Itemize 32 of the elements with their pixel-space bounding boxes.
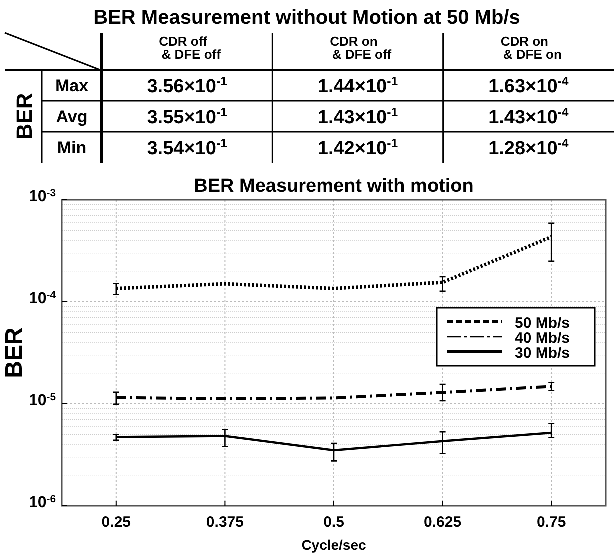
y-axis-title: BER (1, 328, 28, 378)
x-axis-title: Cycle/sec (302, 537, 367, 553)
text: 1.43×10$^{-1}$ (318, 106, 398, 128)
text: 1.63×10$^{-4}$ (488, 74, 569, 98)
text: BER Measurement without Motion at 50 Mb/s (94, 7, 520, 29)
y-tick-label: 10$^{-5}$ (28, 392, 56, 410)
text: 3.54×10$^{-1}$ (147, 136, 228, 160)
category-label: Avg (56, 108, 88, 126)
text: BER (12, 93, 37, 140)
x-tick-label: 0.625 (424, 514, 462, 531)
category-label: CDR on & DFE on (500, 34, 562, 62)
category-label: Min (57, 138, 87, 158)
text: 1.43×10$^{-4}$ (488, 106, 569, 128)
text: 1.42×10$^{-1}$ (318, 136, 398, 160)
chart-title: BER Measurement with motion (194, 176, 474, 197)
x-tick-label: 0.75 (537, 514, 566, 531)
text: 3.55×10$^{-1}$ (147, 106, 228, 128)
category-label: CDR off & DFE off (159, 34, 222, 62)
text: 1.44×10$^{-1}$ (318, 74, 398, 98)
legend-label: 30 Mb/s (515, 345, 570, 362)
category-label: Max (55, 76, 89, 96)
text: 3.56×10$^{-1}$ (147, 74, 228, 98)
category-label: CDR on & DFE off (330, 34, 392, 62)
text: 1.28×10$^{-4}$ (488, 136, 569, 160)
legend-label: 40 Mb/s (515, 330, 570, 347)
y-tick-label: 10$^{-6}$ (28, 494, 56, 512)
x-tick-label: 0.25 (102, 514, 131, 531)
y-tick-label: 10$^{-4}$ (28, 290, 56, 308)
legend-label: 50 Mb/s (515, 315, 570, 332)
x-tick-label: 0.5 (324, 514, 344, 531)
x-tick-label: 0.375 (206, 514, 244, 531)
y-tick-label: 10$^{-3}$ (28, 188, 56, 206)
